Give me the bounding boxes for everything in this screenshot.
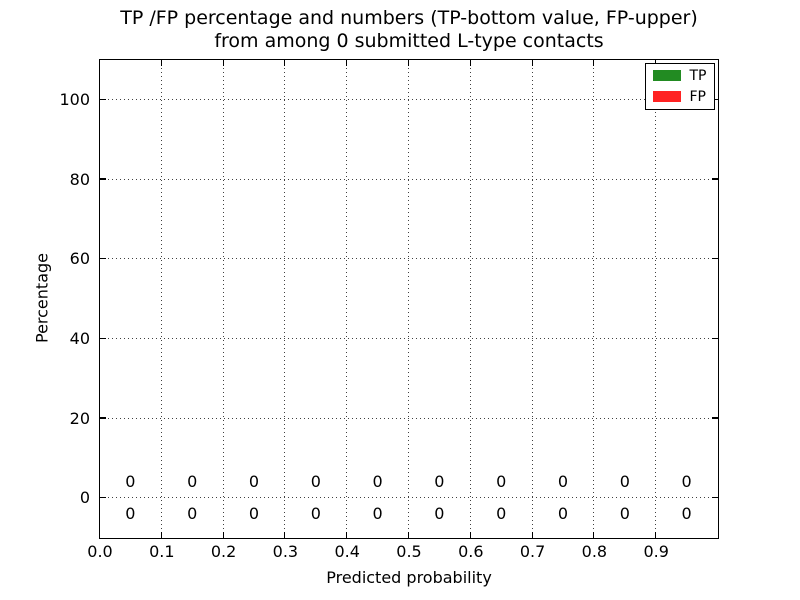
plot-area: TP FP 0 0 0 0 0 0 0 0 0 0 0 0 0 0 0 0 0 0 0 0 bbox=[98, 58, 719, 539]
y-tick-label: 20 bbox=[69, 408, 90, 428]
x-tick-label: 0.7 bbox=[519, 542, 546, 561]
gridline-vertical bbox=[284, 59, 286, 538]
y-tick-label: 100 bbox=[59, 89, 90, 109]
bar-count-label: 0 bbox=[619, 503, 630, 523]
legend-swatch-tp bbox=[652, 70, 681, 81]
x-tick-mark bbox=[593, 531, 595, 538]
bar-count-label: 0 bbox=[372, 471, 383, 491]
x-tick-mark-top bbox=[469, 59, 471, 66]
x-tick-label: 0.2 bbox=[210, 542, 237, 561]
y-tick-mark-right bbox=[711, 337, 718, 339]
gridline-horizontal bbox=[99, 497, 718, 499]
x-tick-mark bbox=[531, 531, 533, 538]
bar-count-label: 0 bbox=[557, 503, 569, 523]
x-tick-label: 0.3 bbox=[272, 542, 299, 561]
gridline-vertical bbox=[408, 59, 409, 538]
gridline-horizontal bbox=[99, 337, 718, 339]
y-tick-label: 60 bbox=[69, 249, 90, 269]
legend-label-fp: FP bbox=[689, 88, 707, 105]
bar-count-label: 0 bbox=[248, 471, 260, 491]
x-tick-mark bbox=[407, 531, 410, 538]
x-tick-mark-top bbox=[593, 59, 595, 66]
x-tick-label: 0.5 bbox=[396, 542, 422, 561]
bar-count-label: 0 bbox=[496, 471, 507, 491]
bar-count-label: 0 bbox=[681, 503, 692, 523]
x-tick-mark bbox=[346, 531, 348, 538]
x-tick-mark-top bbox=[222, 59, 224, 66]
bar-count-label: 0 bbox=[681, 471, 692, 491]
gridline-vertical bbox=[655, 59, 657, 538]
gridline-vertical bbox=[222, 59, 224, 538]
y-tick-mark-right bbox=[711, 417, 718, 419]
bar-count-label: 0 bbox=[434, 503, 445, 523]
y-tick-label: 0 bbox=[79, 488, 90, 508]
bar-count-label: 0 bbox=[619, 471, 630, 491]
x-tick-label: 0.0 bbox=[87, 542, 113, 561]
x-tick-mark-top bbox=[160, 59, 162, 66]
bar-count-label: 0 bbox=[557, 471, 569, 491]
y-tick-label: 40 bbox=[69, 328, 90, 348]
bar-count-label: 0 bbox=[372, 503, 383, 523]
x-tick-mark-top bbox=[531, 59, 533, 66]
x-tick-mark bbox=[160, 531, 162, 538]
bar-count-label: 0 bbox=[125, 471, 136, 491]
x-tick-mark bbox=[469, 531, 471, 538]
x-tick-mark bbox=[98, 531, 101, 538]
bar-count-label: 0 bbox=[187, 503, 198, 523]
bar-count-label: 0 bbox=[496, 503, 507, 523]
gridline-vertical bbox=[593, 59, 595, 538]
bar-count-label: 0 bbox=[125, 503, 136, 523]
y-tick-mark bbox=[99, 178, 106, 180]
y-tick-mark-right bbox=[711, 258, 718, 260]
gridline-horizontal bbox=[99, 417, 718, 419]
chart-title-line2: from among 0 submitted L-type contacts bbox=[214, 30, 604, 52]
gridline-vertical bbox=[469, 59, 471, 538]
bar-count-label: 0 bbox=[248, 503, 260, 523]
y-tick-mark bbox=[99, 337, 106, 339]
bar-count-label: 0 bbox=[310, 503, 321, 523]
gridline-vertical bbox=[346, 59, 348, 538]
x-tick-mark-top bbox=[346, 59, 348, 66]
y-tick-mark-right bbox=[711, 98, 718, 100]
y-tick-mark bbox=[99, 258, 106, 260]
x-tick-mark-top bbox=[284, 59, 286, 66]
x-axis-title: Predicted probability bbox=[326, 568, 492, 587]
chart-title-line1: TP /FP percentage and numbers (TP-bottom… bbox=[120, 7, 698, 29]
x-tick-label: 0.6 bbox=[458, 542, 484, 561]
x-tick-mark bbox=[655, 531, 657, 538]
chart-title: TP /FP percentage and numbers (TP-bottom… bbox=[100, 7, 718, 53]
gridline-vertical bbox=[160, 59, 162, 538]
y-tick-mark bbox=[99, 98, 106, 100]
bar-count-label: 0 bbox=[187, 471, 198, 491]
gridline-vertical bbox=[531, 59, 533, 538]
bar-count-label: 0 bbox=[434, 471, 445, 491]
legend-swatch-fp bbox=[652, 91, 681, 102]
y-tick-mark bbox=[99, 417, 106, 419]
y-tick-mark-right bbox=[711, 178, 718, 180]
x-tick-mark-top bbox=[98, 59, 101, 66]
bar-count-label: 0 bbox=[310, 471, 321, 491]
gridline-horizontal bbox=[99, 258, 718, 260]
x-tick-mark-top bbox=[407, 59, 410, 66]
y-tick-mark-right bbox=[711, 497, 718, 499]
x-tick-label: 0.8 bbox=[581, 542, 608, 561]
x-tick-label: 0.1 bbox=[149, 542, 175, 561]
legend-label-tp: TP bbox=[689, 67, 707, 84]
x-tick-label: 0.4 bbox=[334, 542, 360, 561]
legend-item-tp: TP bbox=[652, 67, 707, 84]
x-tick-mark bbox=[222, 531, 224, 538]
x-tick-mark bbox=[284, 531, 286, 538]
y-tick-mark bbox=[99, 497, 106, 499]
legend-item-fp: FP bbox=[652, 88, 707, 105]
y-tick-label: 80 bbox=[69, 169, 90, 189]
x-tick-label: 0.9 bbox=[643, 542, 669, 561]
gridline-horizontal bbox=[99, 98, 718, 100]
legend: TP FP bbox=[644, 62, 715, 110]
gridline-horizontal bbox=[99, 178, 718, 180]
